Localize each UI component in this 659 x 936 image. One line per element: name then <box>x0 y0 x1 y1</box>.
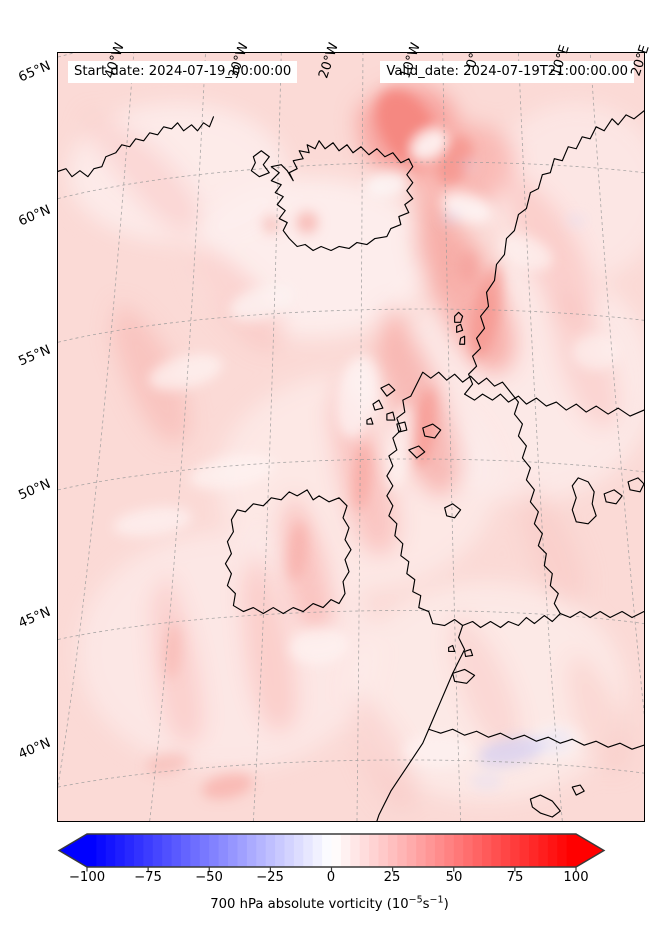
cbar-tick--75: −75 <box>134 870 162 885</box>
colorbar-title-exp2: −1 <box>429 894 444 906</box>
colorbar-title: 700 hPa absolute vorticity (10−5s−1) <box>0 894 659 912</box>
cbar-tick--25: −25 <box>256 870 284 885</box>
colorbar-extend-right-arrow <box>576 834 604 867</box>
lat-tick-50N: 50°N <box>16 476 53 504</box>
start-date-annotation: Start date: 2024-07-19_00:00:00 <box>68 61 298 84</box>
cbar-tick-50: 50 <box>445 870 463 885</box>
colorbar-title-mid: s <box>422 897 430 912</box>
coastlines <box>58 53 644 821</box>
lat-tick-65N: 65°N <box>16 58 53 86</box>
map-axes[interactable]: Start date: 2024-07-19_00:00:00 Valid_da… <box>57 52 645 822</box>
cbar-tick-75: 75 <box>506 870 524 885</box>
colorbar-region: −100 −75 −50 −25 0 25 50 75 100 700 hPa … <box>0 826 659 936</box>
lon-tick-20E: 20°E <box>628 43 653 79</box>
cbar-tick-0: 0 <box>326 870 336 885</box>
cbar-tick-25: 25 <box>383 870 401 885</box>
graticule-gridlines <box>58 53 644 821</box>
lat-tick-60N: 60°N <box>16 202 53 230</box>
valid-date-annotation: Valid_date: 2024-07-19T21:00:00.00 <box>380 61 634 84</box>
colorbar-title-suffix: ) <box>443 897 449 912</box>
colorbar-extend-left-arrow <box>59 834 87 867</box>
colorbar-title-prefix: 700 hPa absolute vorticity (10 <box>210 897 409 912</box>
cbar-tick--50: −50 <box>195 870 223 885</box>
cbar-tick--100: −100 <box>68 870 106 885</box>
lat-tick-45N: 45°N <box>16 604 53 632</box>
cbar-tick-100: 100 <box>563 870 589 885</box>
vorticity-field <box>58 53 644 821</box>
lat-tick-55N: 55°N <box>16 342 53 370</box>
colorbar-title-exp1: −5 <box>408 894 423 906</box>
lat-tick-40N: 40°N <box>16 735 53 763</box>
colorbar[interactable] <box>57 833 606 872</box>
